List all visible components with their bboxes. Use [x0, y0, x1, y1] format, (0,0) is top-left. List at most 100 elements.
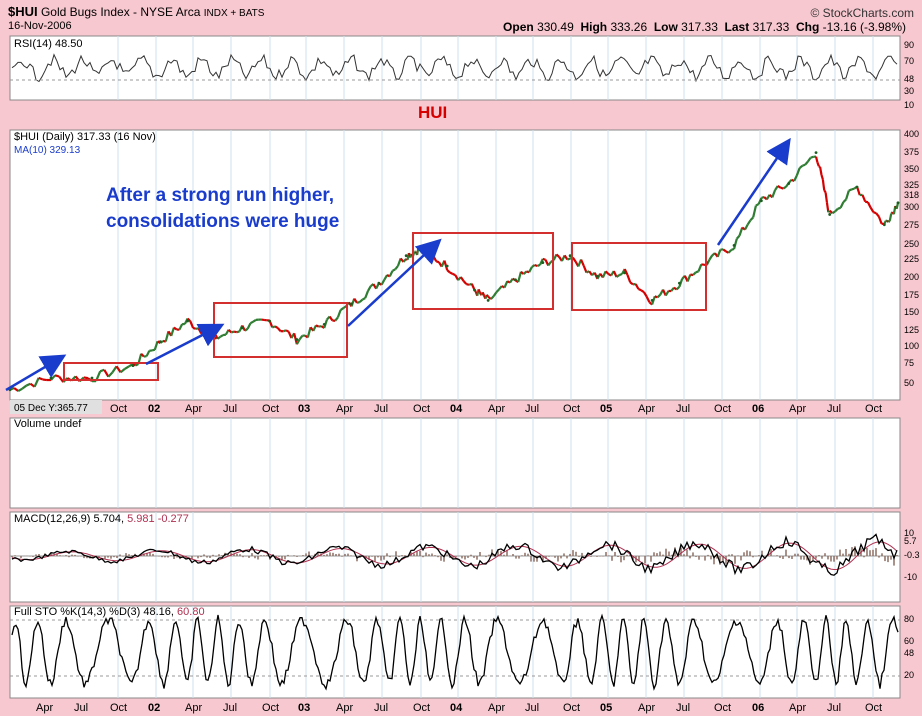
rsi-label: RSI(14) 48.50 [14, 38, 82, 50]
x-tick-label: Jul [374, 702, 388, 714]
price-segment [42, 378, 48, 382]
price-segment [678, 278, 684, 288]
price-segment [485, 294, 490, 298]
price-segment [626, 274, 632, 283]
price-segment [571, 256, 577, 263]
price-segment [670, 286, 675, 292]
price-segment [692, 271, 697, 276]
price-tick: 300 [904, 202, 919, 212]
price-segment [517, 271, 523, 283]
annotation-line-2: consolidations were huge [106, 211, 339, 232]
price-tick: 100 [904, 341, 919, 351]
price-tick: 125 [904, 325, 919, 335]
price-segment [477, 288, 481, 294]
price-segment [823, 189, 827, 193]
price-segment [151, 348, 156, 352]
price-segment [293, 333, 298, 345]
x-tick-label: Jul [74, 702, 88, 714]
price-tick: 275 [904, 220, 919, 230]
rsi-line [11, 53, 898, 83]
price-segment [810, 155, 814, 159]
x-tick-label: Jul [223, 702, 237, 714]
sto-tick: 80 [904, 614, 914, 624]
price-segment [586, 270, 590, 274]
price-segment [839, 201, 845, 209]
price-point [186, 319, 190, 323]
price-segment [33, 377, 40, 388]
price-segment [675, 285, 681, 291]
macd-series [10, 533, 900, 576]
price-segment [271, 325, 276, 329]
price-point [445, 264, 449, 268]
price-segment [189, 320, 195, 329]
price-segment [124, 365, 130, 370]
price-segment [452, 272, 456, 277]
price-point [473, 288, 476, 292]
price-segment [623, 268, 629, 276]
price-segment [722, 248, 727, 253]
price-segment [708, 254, 714, 261]
price-point [514, 278, 517, 282]
x-tick-label: 04 [450, 702, 463, 714]
price-segment [506, 280, 511, 284]
chg-value: -13.16 (-3.98%) [822, 20, 906, 34]
price-segment [468, 282, 473, 286]
price-segment [877, 216, 883, 225]
rsi-tick: 48 [904, 74, 914, 84]
price-segment [336, 309, 342, 318]
price-segment [673, 286, 678, 291]
price-segment [795, 167, 801, 176]
price-segment [752, 205, 757, 218]
price-tick: 200 [904, 272, 919, 282]
rsi-panel [9, 35, 901, 101]
x-tick-label: Oct [262, 403, 279, 415]
x-tick-label: Jul [525, 403, 539, 415]
price-segment [481, 291, 486, 296]
price-segment [140, 352, 145, 358]
price-segment [394, 265, 399, 270]
price-segment [749, 216, 754, 222]
price-segment [364, 290, 369, 299]
price-segment [634, 283, 640, 290]
sto-panel [9, 605, 901, 699]
price-segment [828, 209, 834, 215]
macd-line [11, 533, 898, 576]
price-tick: 75 [904, 358, 914, 368]
price-point [240, 326, 244, 330]
price-segment [888, 213, 893, 221]
price-segment [227, 328, 233, 334]
x-tick-label: Jul [223, 403, 237, 415]
price-segment [21, 384, 28, 390]
price-point [295, 338, 299, 341]
x-tick-label: 03 [298, 403, 310, 415]
price-segment [774, 185, 779, 191]
macd-signal-value: 5.981 [127, 513, 155, 525]
chart-date: 16-Nov-2006 [8, 20, 72, 32]
price-point [377, 281, 381, 285]
price-segment [814, 156, 819, 163]
price-segment [825, 202, 830, 213]
price-segment [115, 365, 122, 373]
price-segment [864, 200, 869, 204]
price-segment [526, 270, 530, 274]
open-label: Open [503, 20, 534, 34]
price-point [814, 151, 818, 155]
x-axis-labels: Oct 02 Apr Jul Oct 03 Apr Jul Oct 04 Apr Jul Oct 05 Ap… [110, 403, 882, 415]
x-tick-label: 03 [298, 702, 310, 714]
index-name: Gold Bugs Index - NYSE Arca [40, 5, 201, 19]
x-tick-label: 06 [752, 702, 764, 714]
price-segment [824, 192, 829, 203]
x-tick-label: Apr [185, 702, 202, 714]
price-segment [132, 363, 137, 367]
volume-panel [9, 417, 901, 509]
price-segment [487, 295, 492, 300]
price-segment [83, 376, 89, 380]
price-segment [103, 369, 110, 378]
price-point [486, 298, 490, 302]
price-segment [645, 296, 651, 303]
price-segment [358, 298, 364, 303]
price-segment [295, 338, 301, 345]
price-segment [252, 318, 257, 323]
x-axis-labels-bottom: Apr Jul Oct 02 Apr Jul Oct 03 Apr Jul Oct 04 Apr Jul O… [36, 702, 882, 714]
